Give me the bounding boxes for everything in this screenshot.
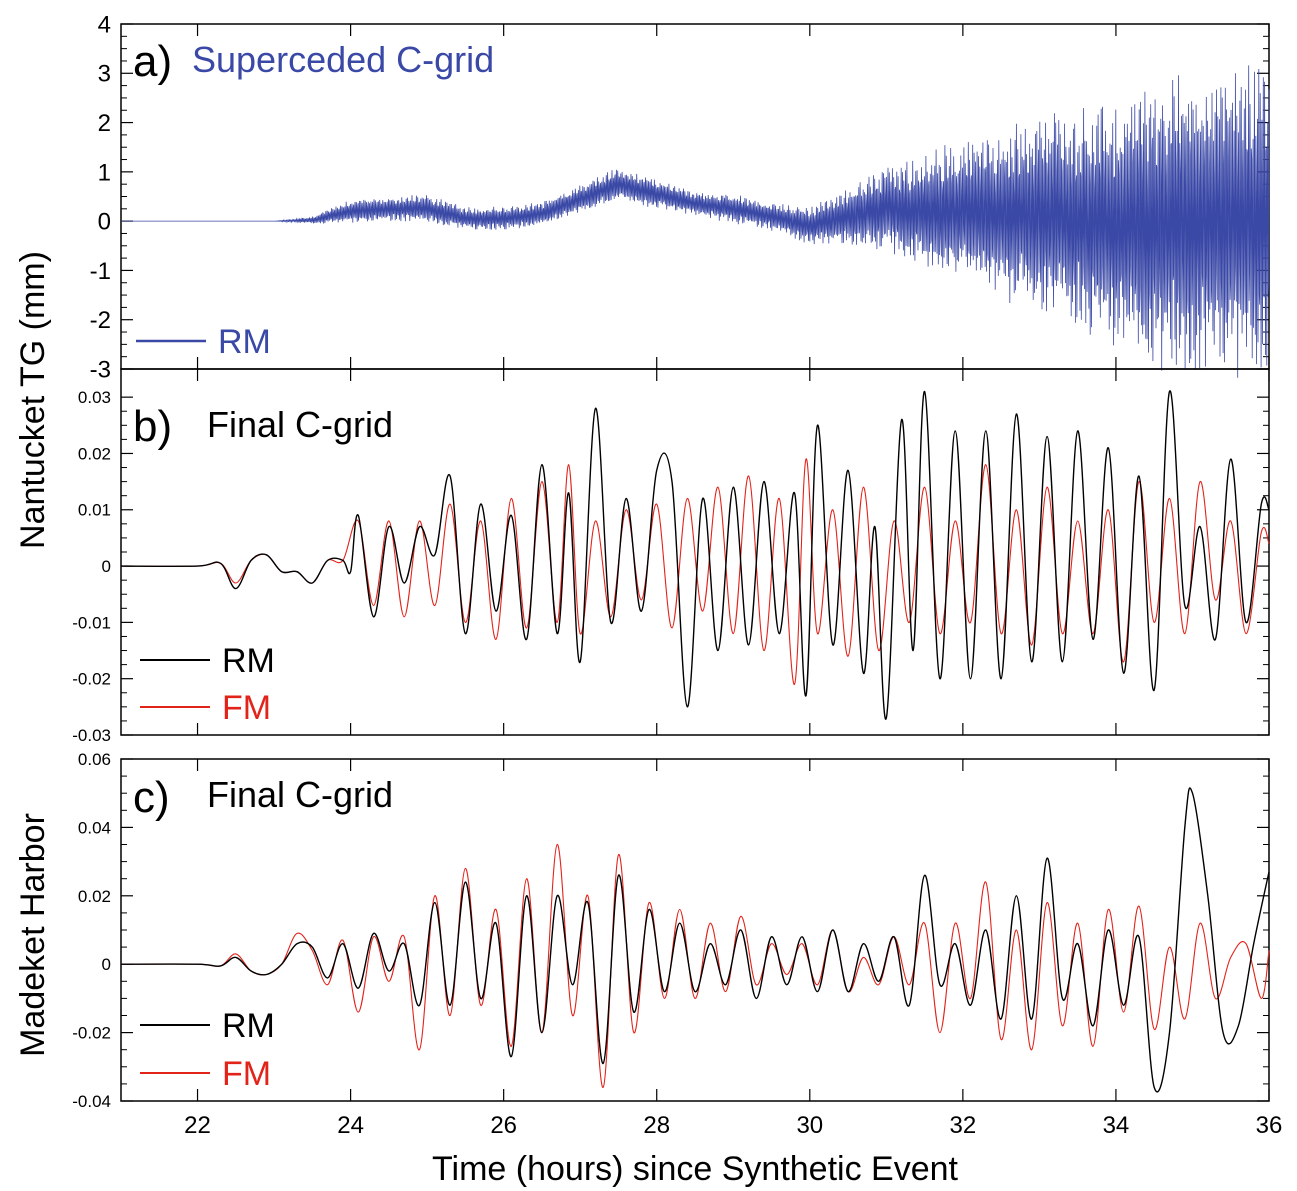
series-fm-line bbox=[120, 458, 1270, 685]
x-tick-label: 34 bbox=[1103, 1112, 1130, 1139]
x-tick-label: 28 bbox=[643, 1112, 670, 1139]
panel-b-series bbox=[120, 390, 1270, 720]
x-tick-label: 32 bbox=[950, 1112, 977, 1139]
y-tick-label: -0.02 bbox=[72, 1024, 111, 1043]
panel-a-title: Superceded C-grid bbox=[192, 39, 494, 80]
y-tick-label: 3 bbox=[98, 61, 111, 88]
x-tick-label: 22 bbox=[184, 1112, 211, 1139]
y-tick-label: -0.03 bbox=[72, 726, 111, 745]
panel-b: -0.03 -0.02 -0.01 0 0.01 0.02 0.03 b) Final C-… bbox=[72, 368, 1270, 745]
panel-a-y-axis: -3 -2 -1 0 1 2 3 4 bbox=[90, 11, 1269, 383]
panel-c-label: c) bbox=[133, 773, 170, 822]
y-tick-label: 0.01 bbox=[78, 501, 111, 520]
y-tick-label: 4 bbox=[98, 11, 111, 38]
series-fm-line bbox=[120, 843, 1270, 1088]
panel-a-x-ticks bbox=[196, 24, 1270, 369]
panel-b-legend-rm-label: RM bbox=[222, 642, 275, 680]
panel-b-title: Final C-grid bbox=[207, 404, 393, 445]
y-tick-label: -3 bbox=[90, 356, 111, 383]
y-tick-label: 0.03 bbox=[78, 388, 111, 407]
panel-c-legend-rm-label: RM bbox=[222, 1007, 275, 1045]
series-rm-line bbox=[120, 390, 1270, 720]
panel-a-legend-rm-label: RM bbox=[218, 323, 271, 361]
panel-c-y-axis: -0.04 -0.02 0 0.02 0.04 0.06 bbox=[72, 750, 1269, 1111]
y-tick-label: -1 bbox=[90, 258, 111, 285]
panel-c-legend-fm-label: FM bbox=[222, 1055, 271, 1093]
y-tick-label: -0.01 bbox=[72, 613, 111, 632]
y-tick-label: 0 bbox=[102, 955, 111, 974]
panel-a-series bbox=[121, 65, 1270, 378]
x-axis-label: Time (hours) since Synthetic Event bbox=[432, 1150, 958, 1188]
x-tick-label: 24 bbox=[337, 1112, 364, 1139]
y-tick-label: -0.02 bbox=[72, 670, 111, 689]
panel-b-y-axis: -0.03 -0.02 -0.01 0 0.01 0.02 0.03 bbox=[72, 388, 1269, 745]
y-tick-label: 0.04 bbox=[78, 818, 111, 837]
y-tick-label: 0 bbox=[98, 209, 111, 236]
y-tick-label: -2 bbox=[90, 307, 111, 334]
panel-c-title: Final C-grid bbox=[207, 774, 393, 815]
panel-b-x-ticks bbox=[196, 369, 1270, 735]
y-tick-label: 0.02 bbox=[78, 887, 111, 906]
y-axis-label-nantucket: Nantucket TG (mm) bbox=[14, 251, 52, 549]
x-tick-label: 26 bbox=[490, 1112, 517, 1139]
y-tick-label: 1 bbox=[98, 159, 111, 186]
y-tick-label: 0.02 bbox=[78, 444, 111, 463]
panel-c-series bbox=[120, 787, 1270, 1093]
x-tick-label: 36 bbox=[1256, 1112, 1283, 1139]
panel-c-x-axis: 22 24 26 28 30 32 34 36 bbox=[184, 759, 1282, 1139]
series-rm-line bbox=[121, 65, 1270, 378]
panel-a: -3 -2 -1 0 1 2 3 4 a) Superceded C-grid RM bbox=[90, 11, 1270, 383]
series-rm-line bbox=[120, 787, 1270, 1093]
y-axis-label-madeket: Madeket Harbor bbox=[14, 813, 52, 1057]
y-tick-label: 2 bbox=[98, 110, 111, 137]
y-tick-label: 0.06 bbox=[78, 750, 111, 769]
panel-b-legend-fm-label: FM bbox=[222, 689, 271, 727]
panel-a-label: a) bbox=[133, 37, 172, 86]
panel-c: -0.04 -0.02 0 0.02 0.04 0.06 22 24 26 28 30 32 34 36… bbox=[72, 750, 1282, 1139]
x-tick-label: 30 bbox=[796, 1112, 823, 1139]
y-tick-label: 0 bbox=[102, 557, 111, 576]
panel-b-label: b) bbox=[133, 402, 172, 451]
y-tick-label: -0.04 bbox=[72, 1092, 111, 1111]
